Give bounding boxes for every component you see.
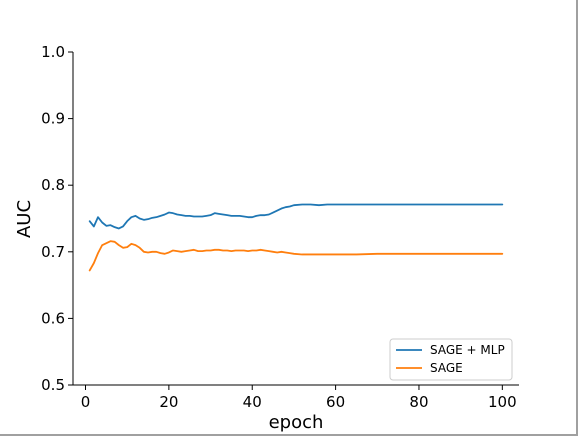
- series-line-sage-mlp: [88, 203, 504, 230]
- y-tick-label: 0.6: [41, 309, 65, 327]
- ticks: 0 20 40 60 80 100 0.5 0.6 0.7 0.8 0.9 1.0: [41, 43, 517, 411]
- y-tick-label: 0.7: [41, 243, 65, 261]
- x-tick-label: 100: [488, 393, 517, 411]
- x-tick-label: 40: [243, 393, 262, 411]
- x-axis-title: epoch: [269, 412, 324, 433]
- x-tick-label: 0: [81, 393, 91, 411]
- x-tick-label: 80: [409, 393, 428, 411]
- y-axis-title: AUC: [14, 200, 35, 238]
- legend-label: SAGE: [430, 361, 463, 375]
- axes: [72, 52, 519, 386]
- legend: SAGE + MLP SAGE: [389, 338, 513, 381]
- y-tick-label: 1.0: [41, 43, 65, 61]
- series-line-sage: [88, 240, 504, 272]
- x-tick-label: 60: [326, 393, 345, 411]
- series-lines: [88, 203, 504, 272]
- legend-label: SAGE + MLP: [430, 343, 505, 357]
- y-tick-label: 0.8: [41, 176, 65, 194]
- y-tick-label: 0.5: [41, 376, 65, 394]
- y-tick-label: 0.9: [41, 110, 65, 128]
- x-tick-label: 20: [159, 393, 178, 411]
